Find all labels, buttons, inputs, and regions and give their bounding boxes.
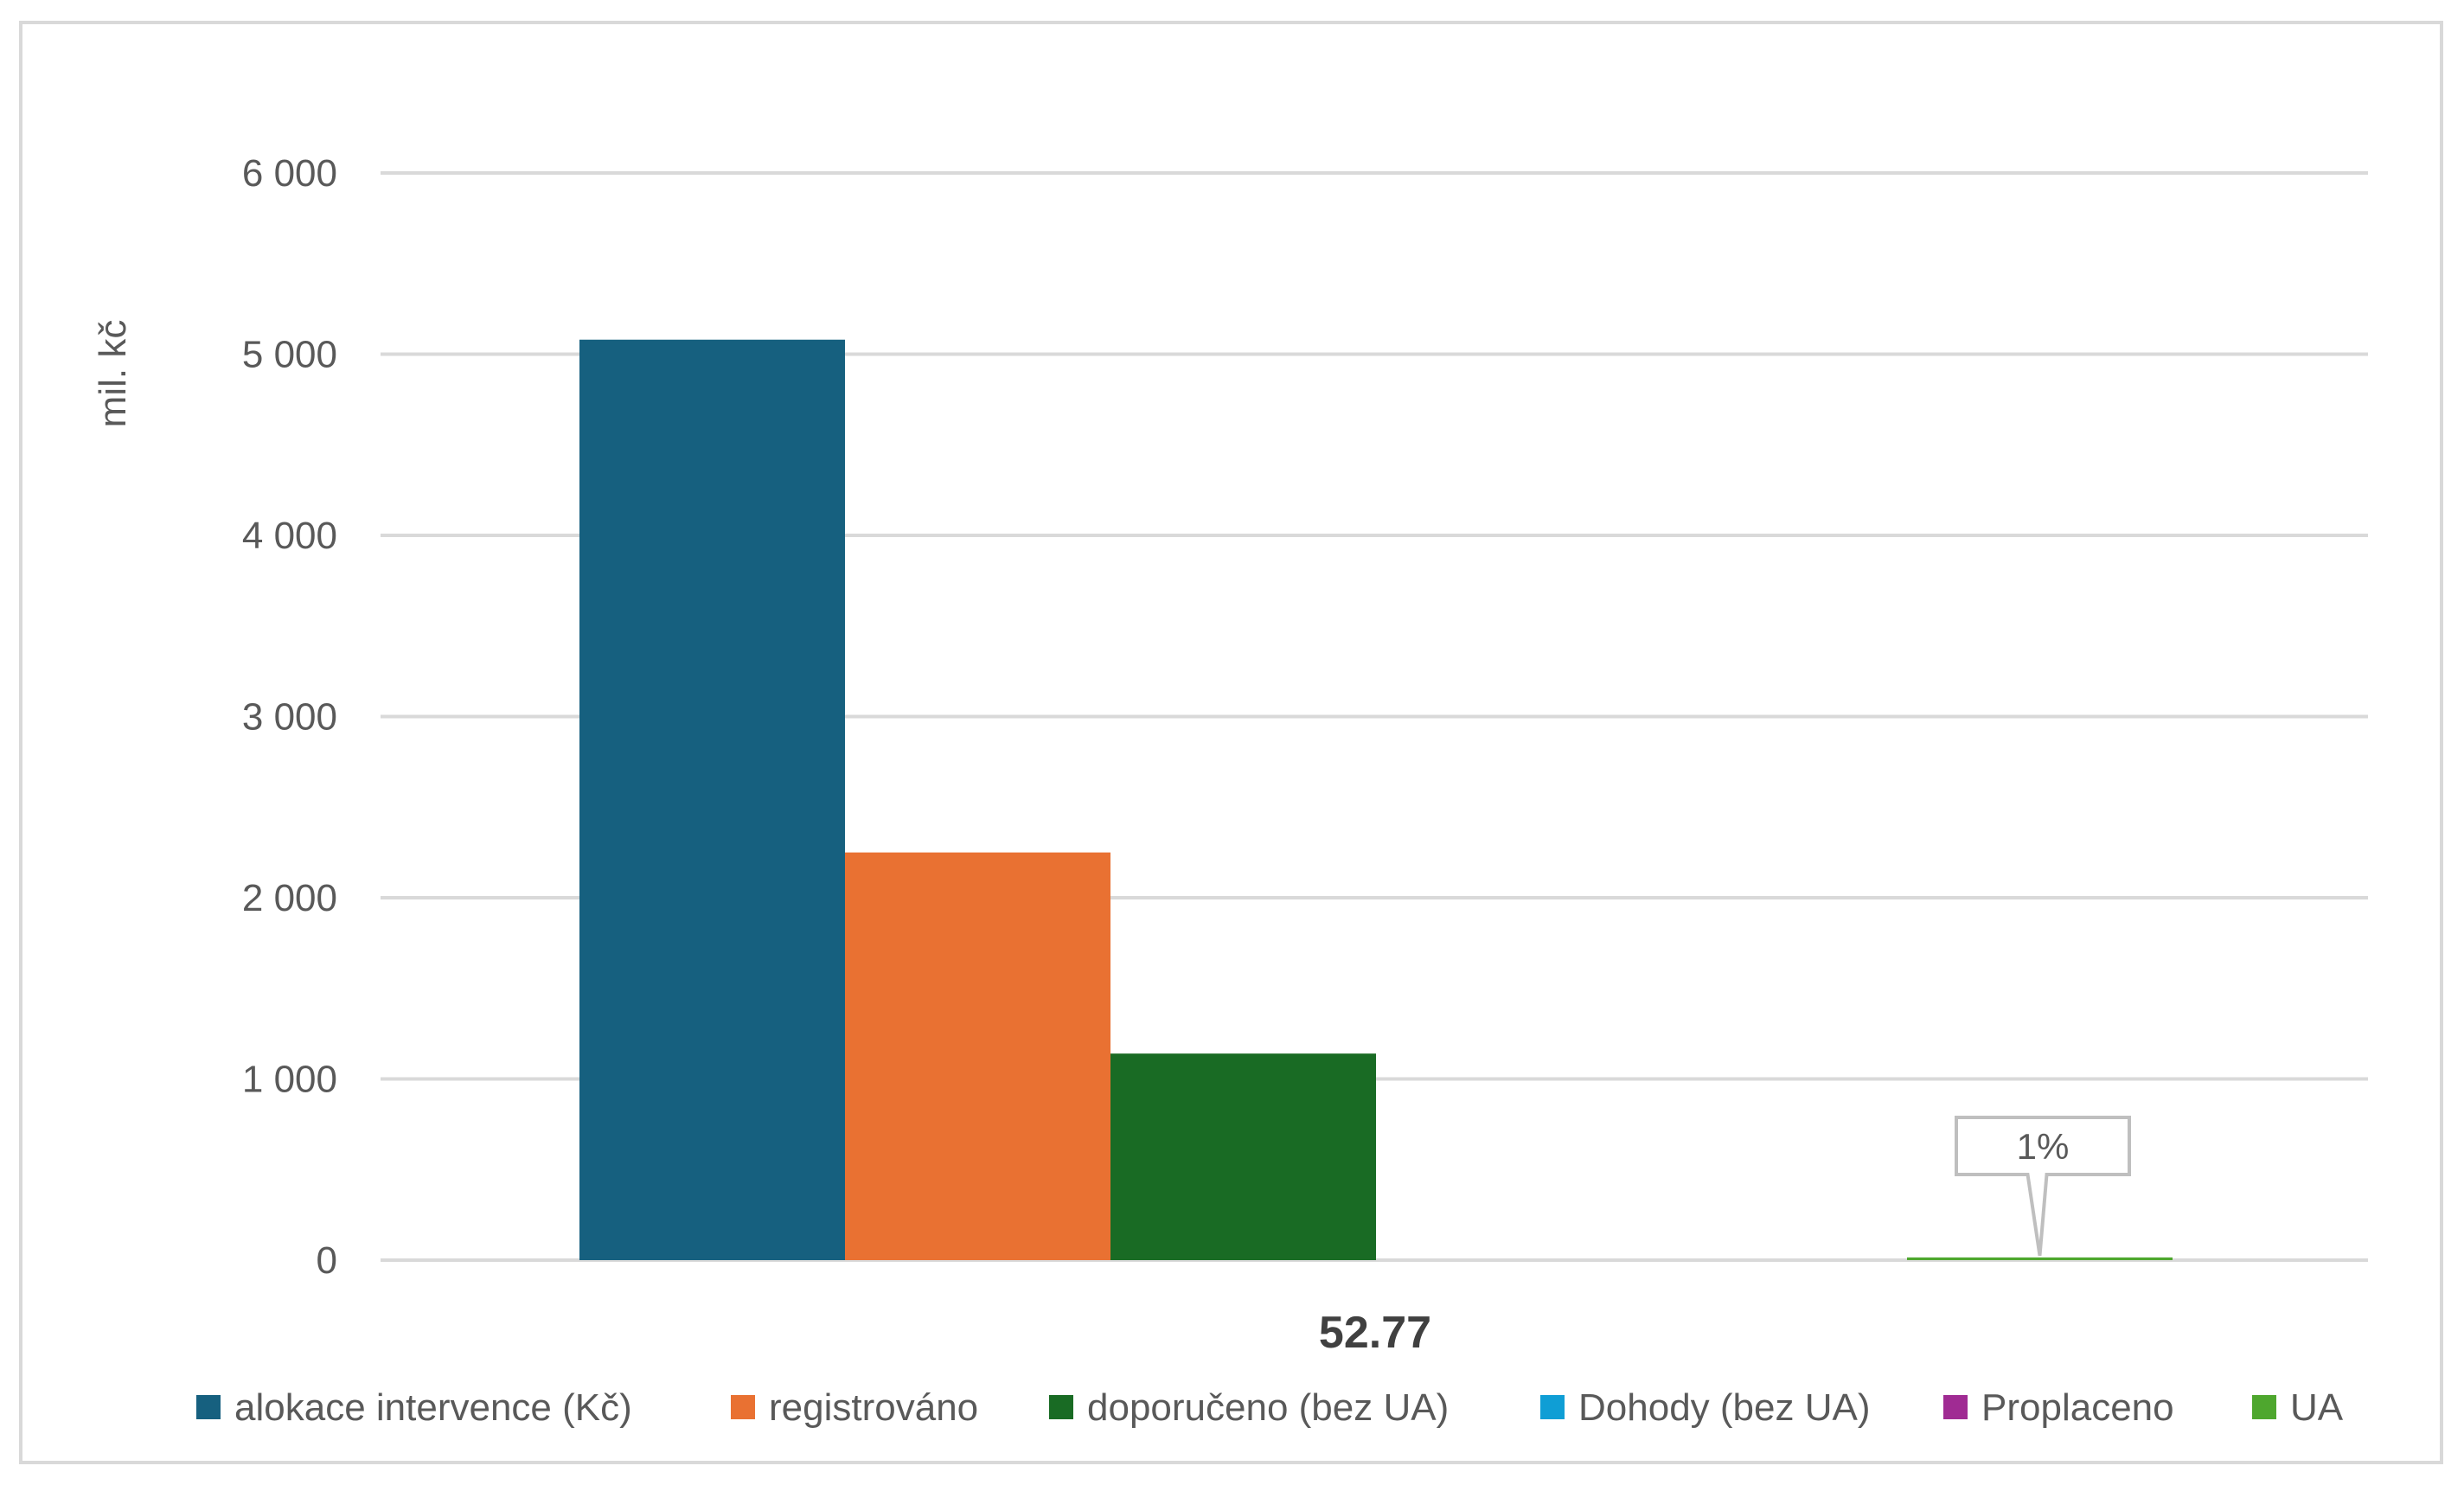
data-callout: 1% [1955,1116,2131,1257]
legend-label: UA [2290,1386,2344,1429]
y-axis-title: mil. kč [92,320,134,428]
legend-item: alokace intervence (Kč) [196,1386,632,1429]
legend-item: doporučeno (bez UA) [1049,1386,1449,1429]
bar-6 [1907,1257,2173,1260]
y-tick-label: 0 [317,1239,337,1282]
y-tick-label: 5 000 [242,334,337,376]
bar-3 [1110,1053,1376,1260]
y-tick-label: 4 000 [242,515,337,557]
legend-label: doporučeno (bez UA) [1087,1386,1449,1429]
data-label: 1% [2017,1126,2070,1167]
category-label: 52.77 [1319,1308,1431,1358]
legend-label: alokace intervence (Kč) [234,1386,632,1429]
y-tick-label: 1 000 [242,1059,337,1101]
legend-swatch [1540,1395,1565,1419]
bar-1 [579,339,845,1260]
legend-item: registrováno [731,1386,978,1429]
legend-label: registrováno [769,1386,978,1429]
legend-label: Proplaceno [1981,1386,2174,1429]
y-axis-ticks: 0 1 000 2 000 3 000 4 000 5 000 6 000 [242,152,337,1282]
legend-swatch [196,1395,221,1419]
legend-swatch [1943,1395,1968,1419]
callout-box [1955,1116,2131,1257]
legend-item: UA [2252,1386,2344,1429]
legend-label: Dohody (bez UA) [1578,1386,1870,1429]
bar-2 [845,852,1110,1260]
bars [579,339,2173,1260]
y-tick-label: 2 000 [242,877,337,919]
legend-swatch [731,1395,755,1419]
legend-swatch [1049,1395,1073,1419]
legend: alokace intervence (Kč) registrováno dopor… [196,1386,2344,1429]
legend-swatch [2252,1395,2276,1419]
y-tick-label: 3 000 [242,696,337,739]
legend-item: Proplaceno [1943,1386,2174,1429]
y-tick-label: 6 000 [242,152,337,195]
legend-item: Dohody (bez UA) [1540,1386,1870,1429]
